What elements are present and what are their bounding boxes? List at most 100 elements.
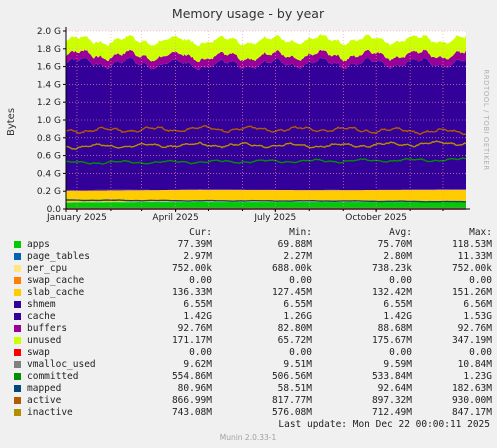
legend-row-unused: unused 171.17M 65.72M 175.67M 347.19M <box>12 335 492 347</box>
legend-row-swap: swap 0.00 0.00 0.00 0.00 <box>12 347 492 359</box>
col-cur: Cur: <box>189 227 212 238</box>
legend-row-page-tables: page_tables 2.97M 2.27M 2.80M 11.33M <box>12 251 492 263</box>
area-buffers <box>66 49 466 71</box>
y-axis: 0.0 0.2 G 0.4 G 0.6 G 0.8 G 1.0 G 1.2 G 1.4 G 1.… <box>37 27 67 215</box>
legend-swatch <box>14 397 21 404</box>
legend-swatch <box>14 409 21 416</box>
legend-max-value: 118.53M <box>451 239 492 250</box>
legend-cur-value: 171.17M <box>171 335 212 346</box>
legend-max-value: 151.26M <box>451 287 492 298</box>
legend-series-name: page_tables <box>27 251 90 262</box>
legend: Cur: Min: Avg: Max: apps 77.39M 69.88M 75.7… <box>12 227 492 419</box>
legend-series-name: inactive <box>27 407 73 418</box>
legend-swatch <box>14 313 21 320</box>
legend-avg-value: 712.49M <box>371 407 412 418</box>
legend-max-value: 182.63M <box>451 383 492 394</box>
last-update: Last update: Mon Dec 22 00:00:11 2025 <box>278 419 490 430</box>
y-tick-label: 2.0 G <box>37 27 61 37</box>
legend-cur-value: 554.86M <box>171 371 212 382</box>
legend-swatch <box>14 385 21 392</box>
legend-cur-value: 0.00 <box>189 347 212 358</box>
legend-swatch <box>14 289 21 296</box>
legend-row-mapped: mapped 80.96M 58.51M 92.64M 182.63M <box>12 383 492 395</box>
x-tick-label: January 2025 <box>46 213 107 223</box>
legend-series-name: per_cpu <box>27 263 68 274</box>
legend-avg-value: 2.80M <box>383 251 412 262</box>
legend-cur-value: 9.62M <box>183 359 212 370</box>
legend-swatch <box>14 361 21 368</box>
legend-row-vmalloc-used: vmalloc_used 9.62M 9.51M 9.59M 10.84M <box>12 359 492 371</box>
legend-max-value: 10.84M <box>457 359 492 370</box>
rrdtool-credit: RRDTOOL / TOBI OETIKER <box>482 69 490 170</box>
legend-avg-value: 175.67M <box>371 335 412 346</box>
legend-cur-value: 752.00k <box>171 263 212 274</box>
legend-avg-value: 533.84M <box>371 371 412 382</box>
y-tick-label: 1.6 G <box>37 63 61 73</box>
legend-min-value: 576.08M <box>271 407 312 418</box>
col-max: Max: <box>469 227 492 238</box>
legend-series-name: swap <box>27 347 50 358</box>
legend-avg-value: 132.42M <box>371 287 412 298</box>
line-mapped <box>65 199 467 203</box>
grid-lines <box>66 30 466 210</box>
plot-area <box>65 34 467 210</box>
legend-min-value: 6.55M <box>283 299 312 310</box>
legend-max-value: 930.00M <box>451 395 492 406</box>
line-committed <box>65 157 467 165</box>
legend-max-value: 1.23G <box>463 371 492 382</box>
legend-avg-value: 897.32M <box>371 395 412 406</box>
area-page-tables <box>66 201 466 203</box>
y-tick-label: 0.8 G <box>37 134 61 144</box>
legend-swatch <box>14 265 21 272</box>
legend-max-value: 752.00k <box>451 263 492 274</box>
legend-max-value: 1.53G <box>463 311 492 322</box>
legend-row-swap-cache: swap_cache 0.00 0.00 0.00 0.00 <box>12 275 492 287</box>
legend-max-value: 347.19M <box>451 335 492 346</box>
legend-max-value: 6.56M <box>463 299 492 310</box>
y-tick-label: 1.0 G <box>37 116 61 126</box>
legend-swatch <box>14 253 21 260</box>
legend-series-name: mapped <box>27 383 62 394</box>
legend-min-value: 65.72M <box>277 335 312 346</box>
legend-series-name: vmalloc_used <box>27 359 96 370</box>
area-cache <box>66 57 466 191</box>
legend-row-slab-cache: slab_cache 136.33M 127.45M 132.42M 151.26M <box>12 287 492 299</box>
legend-series-name: committed <box>27 371 79 382</box>
legend-cur-value: 92.76M <box>177 323 212 334</box>
legend-cur-value: 866.99M <box>171 395 212 406</box>
legend-min-value: 2.27M <box>283 251 312 262</box>
y-tick-label: 0.0 <box>47 205 62 215</box>
legend-cur-value: 6.55M <box>183 299 212 310</box>
y-tick-label: 1.2 G <box>37 98 61 108</box>
legend-avg-value: 0.00 <box>389 275 412 286</box>
line-active <box>65 124 467 136</box>
legend-max-value: 92.76M <box>457 323 492 334</box>
legend-row-committed: committed 554.86M 506.56M 533.84M 1.23G <box>12 371 492 383</box>
legend-avg-value: 75.70M <box>377 239 412 250</box>
legend-series-name: swap_cache <box>27 275 85 286</box>
line-inactive <box>65 140 467 150</box>
y-tick-label: 0.6 G <box>37 152 61 162</box>
legend-row-inactive: inactive 743.08M 576.08M 712.49M 847.17M <box>12 407 492 419</box>
legend-cur-value: 80.96M <box>177 383 212 394</box>
x-tick-label: October 2025 <box>345 213 407 223</box>
area-apps <box>66 202 466 209</box>
legend-swatch <box>14 301 21 308</box>
legend-header: Cur: Min: Avg: Max: <box>12 227 492 239</box>
legend-series-name: shmem <box>27 299 56 310</box>
legend-row-per-cpu: per_cpu 752.00k 688.00k 738.23k 752.00k <box>12 263 492 275</box>
y-tick-label: 0.2 G <box>37 187 61 197</box>
legend-series-name: active <box>27 395 62 406</box>
munin-version: Munin 2.0.33-1 <box>220 433 277 442</box>
legend-swatch <box>14 373 21 380</box>
legend-avg-value: 88.68M <box>377 323 412 334</box>
legend-cur-value: 743.08M <box>171 407 212 418</box>
legend-row-buffers: buffers 92.76M 82.80M 88.68M 92.76M <box>12 323 492 335</box>
legend-min-value: 1.26G <box>283 311 312 322</box>
legend-rows: apps 77.39M 69.88M 75.70M 118.53M page_tables… <box>12 239 492 419</box>
legend-avg-value: 92.64M <box>377 383 412 394</box>
legend-row-active: active 866.99M 817.77M 897.32M 930.00M <box>12 395 492 407</box>
legend-avg-value: 0.00 <box>389 347 412 358</box>
col-avg: Avg: <box>389 227 412 238</box>
legend-cur-value: 77.39M <box>177 239 212 250</box>
